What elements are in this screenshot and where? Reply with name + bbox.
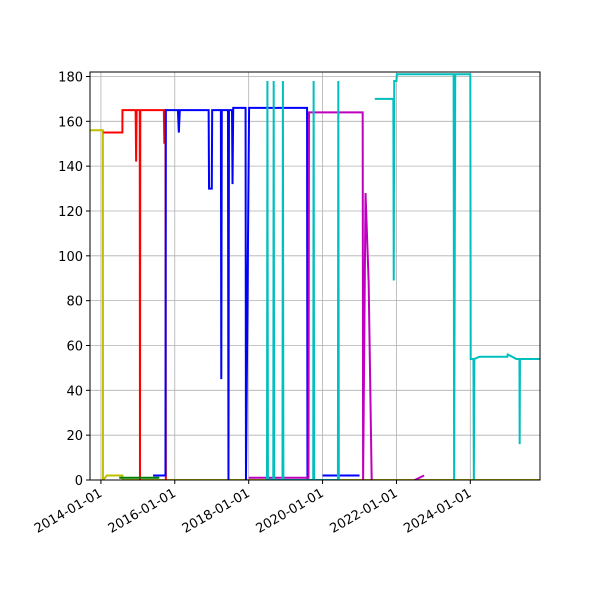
y-tick-label: 160 (58, 115, 83, 130)
series-line (248, 111, 425, 480)
y-tick-label: 100 (58, 250, 83, 265)
y-tick-label: 180 (58, 70, 83, 85)
series-line (153, 106, 360, 480)
y-tick-label: 40 (66, 384, 83, 399)
y-tick-label: 0 (75, 474, 83, 489)
x-tick-label: 2024-01-01 (401, 486, 474, 537)
series-line (90, 129, 540, 480)
x-tick-label: 2018-01-01 (180, 486, 253, 537)
y-tick-label: 80 (66, 295, 83, 310)
x-tick-label: 2020-01-01 (254, 486, 327, 537)
plot-frame (89, 71, 541, 481)
series-line (266, 73, 540, 480)
y-tick-label: 140 (58, 160, 83, 175)
y-tick-label: 120 (58, 205, 83, 220)
series-line (103, 109, 167, 480)
x-tick-label: 2014-01-01 (32, 486, 105, 537)
x-tick-label: 2022-01-01 (328, 486, 401, 537)
y-tick-label: 60 (66, 339, 83, 354)
x-tick-label: 2016-01-01 (106, 486, 179, 537)
y-tick-label: 20 (66, 429, 83, 444)
